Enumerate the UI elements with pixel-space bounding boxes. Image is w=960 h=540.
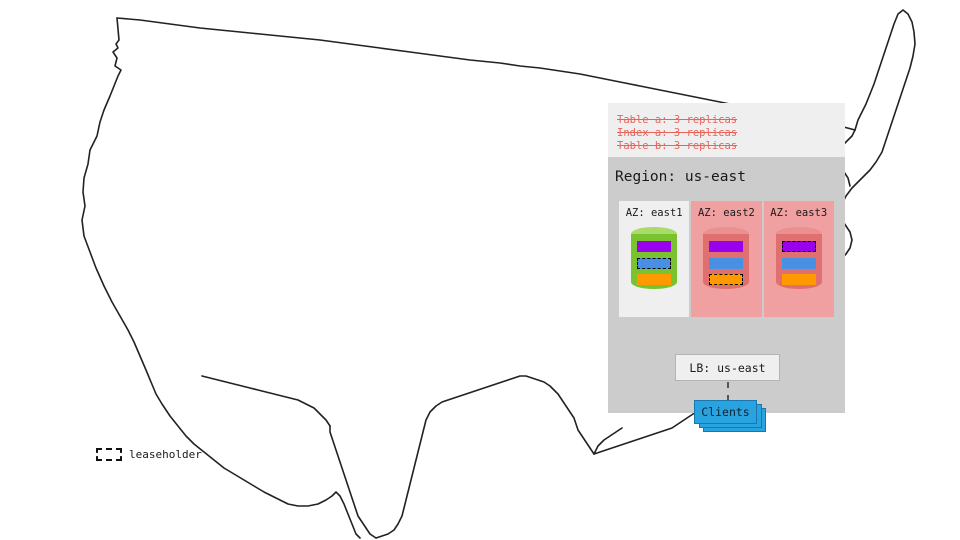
- client-card: Clients: [694, 400, 757, 424]
- clients-label: Clients: [701, 405, 750, 419]
- replica-line: Index a: 3 replicas: [617, 127, 738, 139]
- node-cylinder-east3: [775, 227, 822, 289]
- range-bar-index-a: [709, 257, 744, 269]
- node-cylinder-east2: [703, 227, 750, 289]
- replica-line: Table a: 3 replicas: [617, 114, 738, 126]
- range-stack: [709, 241, 744, 285]
- region-panel: Table a: 3 replicas Index a: 3 replicas …: [608, 103, 845, 432]
- range-bar-table-b: [637, 274, 672, 285]
- region-body: Region: us-east AZ: east1 AZ:: [608, 157, 845, 432]
- az-label: AZ: east2: [697, 207, 755, 219]
- node-cylinder-east1: [631, 227, 678, 289]
- az-label: AZ: east3: [770, 207, 828, 219]
- range-bar-table-a: [637, 241, 672, 252]
- range-bar-table-b: [781, 274, 816, 285]
- range-bar-table-b: [709, 274, 744, 285]
- legend-label: leaseholder: [129, 448, 202, 461]
- lb-clients-connector: [727, 382, 729, 401]
- replica-summary-header: Table a: 3 replicas Index a: 3 replicas …: [608, 103, 845, 157]
- region-title: Region: us-east: [615, 169, 746, 185]
- az-label: AZ: east1: [625, 207, 683, 219]
- range-stack: [781, 241, 816, 285]
- clients-stack[interactable]: Clients: [694, 400, 766, 432]
- az-box-east3[interactable]: AZ: east3: [763, 201, 834, 317]
- replica-line: Table b: 3 replicas: [617, 140, 738, 152]
- availability-zone-row: AZ: east1 AZ: east2: [619, 201, 834, 317]
- range-bar-index-a: [637, 257, 672, 269]
- range-stack: [637, 241, 672, 285]
- load-balancer-box[interactable]: LB: us-east: [675, 354, 780, 381]
- az-box-east1[interactable]: AZ: east1: [619, 201, 690, 317]
- legend: leaseholder: [96, 448, 202, 461]
- range-bar-table-a: [781, 241, 816, 252]
- az-box-east2[interactable]: AZ: east2: [691, 201, 762, 317]
- range-bar-table-a: [709, 241, 744, 252]
- leaseholder-swatch-icon: [96, 448, 122, 461]
- load-balancer-label: LB: us-east: [689, 360, 766, 375]
- range-bar-index-a: [781, 257, 816, 269]
